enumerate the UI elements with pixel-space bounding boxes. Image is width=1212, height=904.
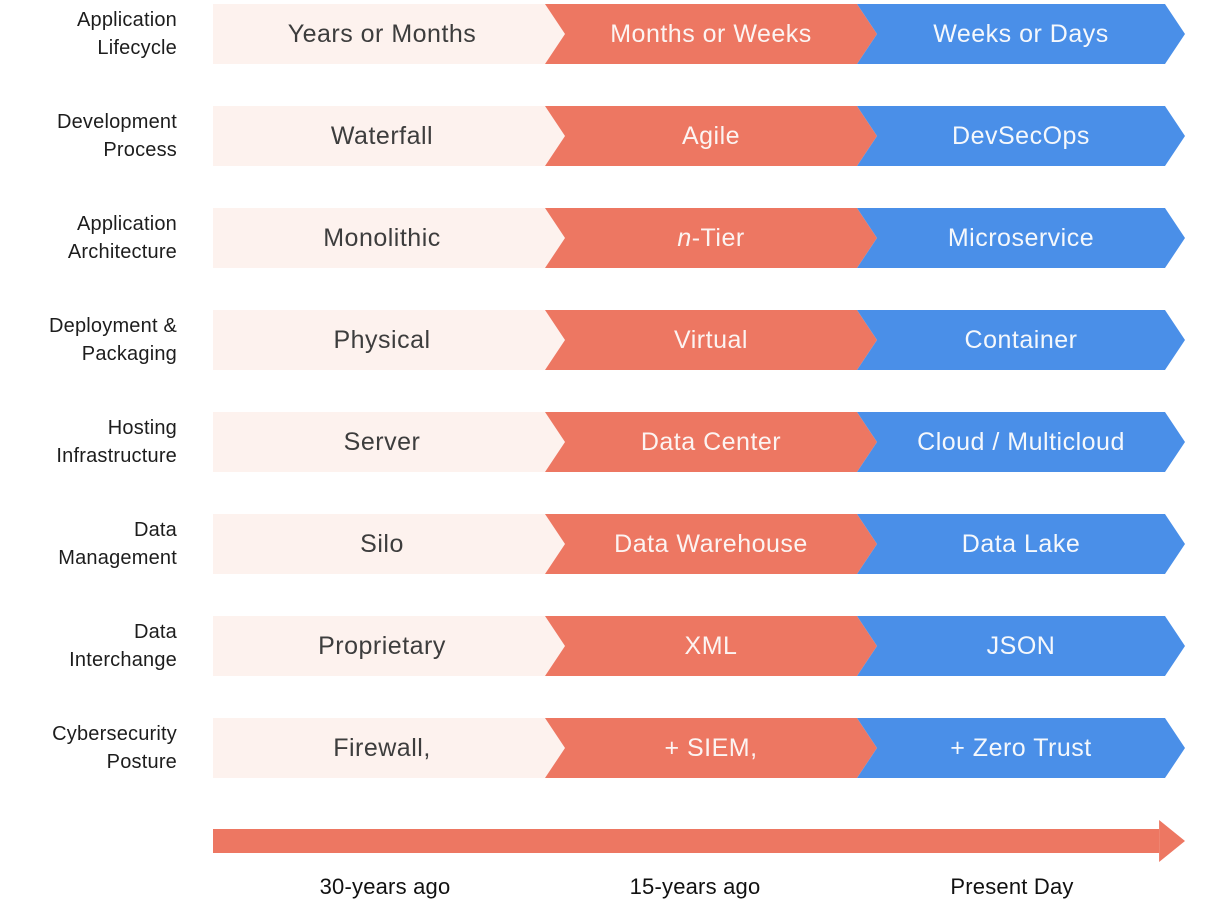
row-label-line: Lifecycle — [97, 37, 177, 59]
segment-past: Silo — [213, 514, 565, 574]
row-label-line: Architecture — [67, 241, 177, 263]
segment-past: Proprietary — [213, 616, 565, 676]
segment-mid: Data Warehouse — [545, 514, 877, 574]
segment-text: Monolithic — [323, 223, 441, 252]
arrow-track: Firewall, + SIEM, + Zero Trust — [213, 718, 1212, 778]
segment-past: Monolithic — [213, 208, 565, 268]
row-label: Hosting Infrastructure — [0, 412, 213, 472]
row-label-line: Application — [76, 213, 177, 235]
segment-text: JSON — [986, 631, 1056, 660]
row-label: Application Lifecycle — [0, 4, 213, 64]
row-label: Application Architecture — [0, 208, 213, 268]
timeline-arrow-bar — [213, 829, 1160, 853]
segment-text: XML — [684, 631, 738, 660]
timeline-arrow — [213, 820, 1185, 862]
row-label: Data Management — [0, 514, 213, 574]
row-label-line: Packaging — [81, 343, 177, 365]
timeline-label-15-years: 15-years ago — [629, 874, 761, 899]
arrow-track: Server Data Center Cloud / Multicloud — [213, 412, 1212, 472]
segment-text: + Zero Trust — [950, 733, 1092, 762]
segment-present: Microservice — [857, 208, 1185, 268]
row-label: Data Interchange — [0, 616, 213, 676]
row-cybersecurity-posture: Cybersecurity Posture Firewall, + SIEM, … — [0, 718, 1212, 778]
segment-past: Firewall, — [213, 718, 565, 778]
segment-text: Data Center — [640, 427, 782, 456]
arrow-track: Years or Months Months or Weeks Weeks or… — [213, 4, 1212, 64]
row-label: Deployment & Packaging — [0, 310, 213, 370]
segment-text: Agile — [681, 121, 741, 150]
segment-present: Weeks or Days — [857, 4, 1185, 64]
segment-text: DevSecOps — [952, 121, 1090, 150]
row-label-line: Cybersecurity — [52, 723, 177, 745]
row-development-process: Development Process Waterfall Agile DevS… — [0, 106, 1212, 166]
row-label-line: Deployment & — [48, 315, 177, 337]
row-label: Development Process — [0, 106, 213, 166]
segment-mid: n-Tier — [545, 208, 877, 268]
segment-text: Data Warehouse — [614, 529, 808, 558]
arrow-track: Monolithic n-Tier Microservice — [213, 208, 1212, 268]
row-deployment-packaging: Deployment & Packaging Physical Virtual … — [0, 310, 1212, 370]
segment-text: Months or Weeks — [610, 19, 812, 48]
segment-text: Weeks or Days — [933, 19, 1109, 48]
segment-mid: Data Center — [545, 412, 877, 472]
italic-n: n — [677, 223, 692, 252]
chevron-rows: Application Lifecycle Years or Months Mo… — [0, 0, 1212, 778]
segment-text: Years or Months — [287, 19, 477, 48]
segment-text: Physical — [333, 325, 431, 354]
row-application-architecture: Application Architecture Monolithic n-Ti… — [0, 208, 1212, 268]
row-application-lifecycle: Application Lifecycle Years or Months Mo… — [0, 4, 1212, 64]
arrow-track: Proprietary XML JSON — [213, 616, 1212, 676]
segment-text: Cloud / Multicloud — [917, 427, 1125, 456]
arrow-track: Silo Data Warehouse Data Lake — [213, 514, 1212, 574]
segment-text-suffix: -Tier — [691, 223, 745, 252]
arrow-track: Physical Virtual Container — [213, 310, 1212, 370]
segment-mid: XML — [545, 616, 877, 676]
segment-past: Server — [213, 412, 565, 472]
row-label-line: Data — [133, 621, 177, 643]
segment-mid: + SIEM, — [545, 718, 877, 778]
segment-present: Container — [857, 310, 1185, 370]
row-label: Cybersecurity Posture — [0, 718, 213, 778]
segment-text: Data Lake — [961, 529, 1081, 558]
segment-present: Cloud / Multicloud — [857, 412, 1185, 472]
timeline-arrow-head-icon — [1159, 820, 1185, 862]
segment-text: n-Tier — [677, 224, 744, 253]
segment-text: Virtual — [674, 325, 748, 354]
row-data-management: Data Management Silo Data Warehouse Data… — [0, 514, 1212, 574]
timeline-label-present: Present Day — [950, 874, 1074, 899]
row-hosting-infrastructure: Hosting Infrastructure Server Data Cente… — [0, 412, 1212, 472]
row-label-line: Posture — [106, 751, 177, 773]
row-label-line: Interchange — [69, 649, 177, 671]
segment-text: Server — [343, 427, 421, 456]
segment-text: Silo — [360, 529, 404, 558]
timeline-label-30-years: 30-years ago — [319, 874, 451, 899]
segment-past: Years or Months — [213, 4, 565, 64]
segment-present: + Zero Trust — [857, 718, 1185, 778]
segment-text: Proprietary — [318, 631, 446, 660]
segment-text: Firewall, — [333, 733, 431, 762]
segment-mid: Months or Weeks — [545, 4, 877, 64]
segment-past: Physical — [213, 310, 565, 370]
segment-text: Microservice — [947, 223, 1095, 252]
row-label-line: Application — [76, 9, 177, 31]
row-label-line: Infrastructure — [56, 445, 177, 467]
segment-present: JSON — [857, 616, 1185, 676]
segment-past: Waterfall — [213, 106, 565, 166]
row-data-interchange: Data Interchange Proprietary XML JSON — [0, 616, 1212, 676]
segment-mid: Virtual — [545, 310, 877, 370]
segment-text: + SIEM, — [664, 733, 758, 762]
timeline-labels: 30-years ago 15-years ago Present Day — [0, 874, 1212, 904]
row-label-line: Data — [133, 519, 177, 541]
row-label-line: Management — [58, 547, 177, 569]
arrow-track: Waterfall Agile DevSecOps — [213, 106, 1212, 166]
row-label-line: Process — [103, 139, 177, 161]
segment-text: Container — [964, 325, 1078, 354]
segment-mid: Agile — [545, 106, 877, 166]
segment-text: Waterfall — [330, 121, 434, 150]
segment-present: DevSecOps — [857, 106, 1185, 166]
row-label-line: Hosting — [107, 417, 177, 439]
row-label-line: Development — [56, 111, 177, 133]
segment-present: Data Lake — [857, 514, 1185, 574]
